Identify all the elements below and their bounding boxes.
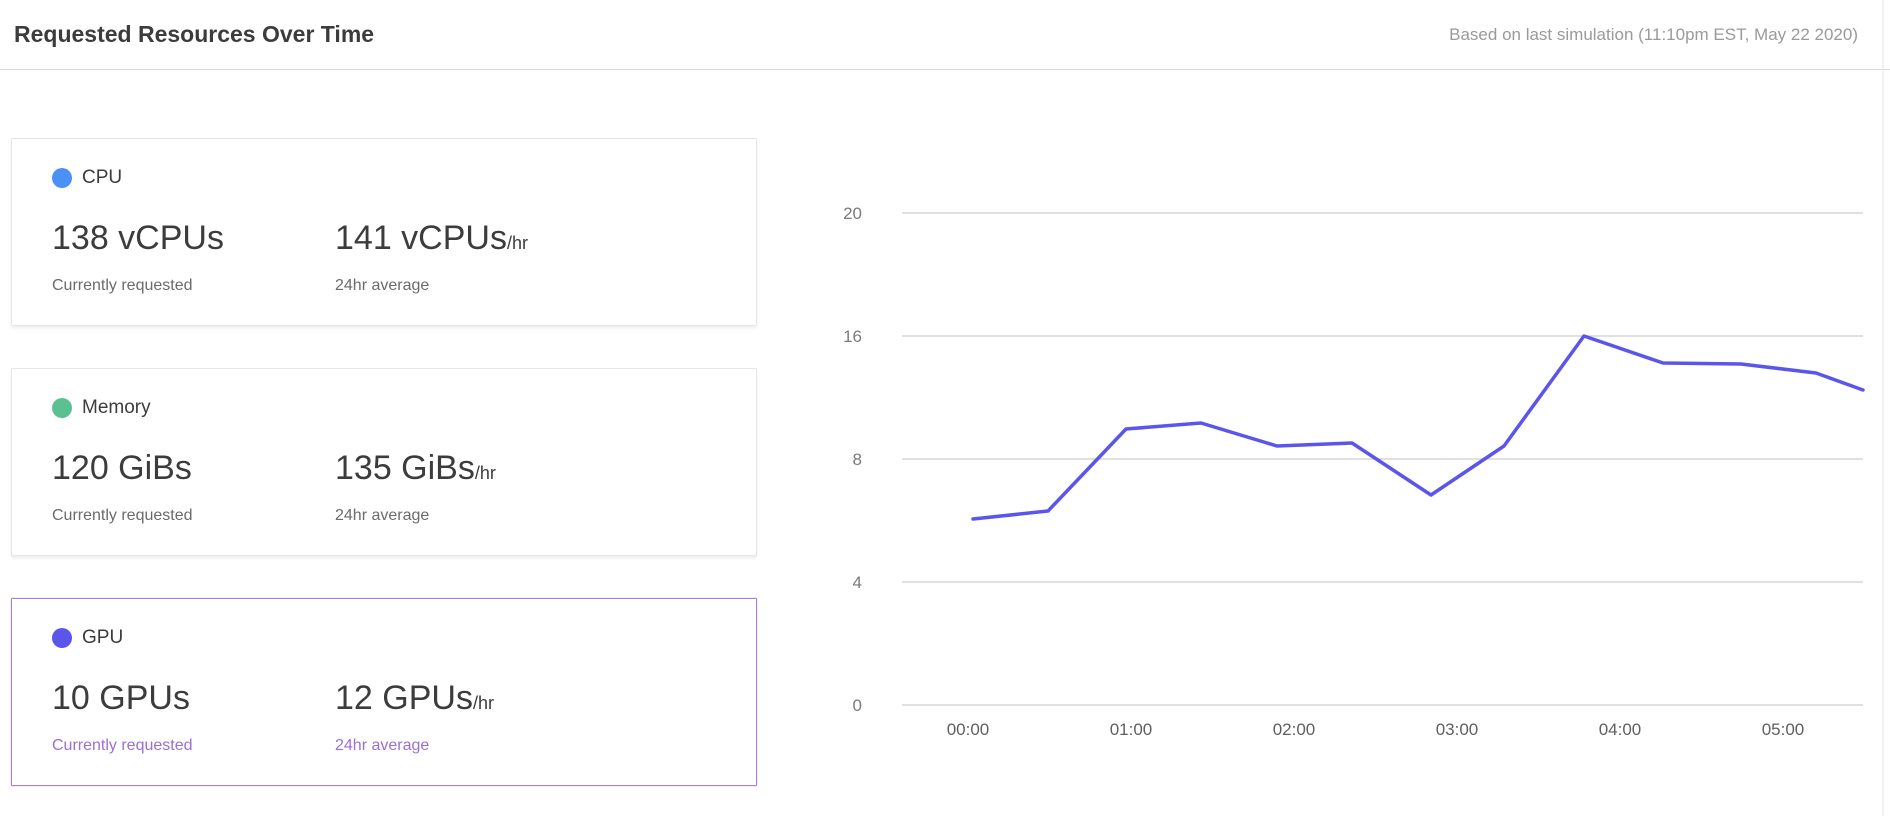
svg-text:8: 8 (853, 450, 862, 469)
svg-text:04:00: 04:00 (1599, 720, 1642, 739)
svg-text:02:00: 02:00 (1273, 720, 1316, 739)
svg-text:4: 4 (853, 573, 862, 592)
svg-text:20: 20 (843, 204, 862, 223)
svg-text:03:00: 03:00 (1436, 720, 1479, 739)
svg-text:01:00: 01:00 (1110, 720, 1153, 739)
svg-text:00:00: 00:00 (947, 720, 990, 739)
svg-text:05:00: 05:00 (1762, 720, 1805, 739)
svg-text:0: 0 (853, 696, 862, 715)
svg-text:16: 16 (843, 327, 862, 346)
